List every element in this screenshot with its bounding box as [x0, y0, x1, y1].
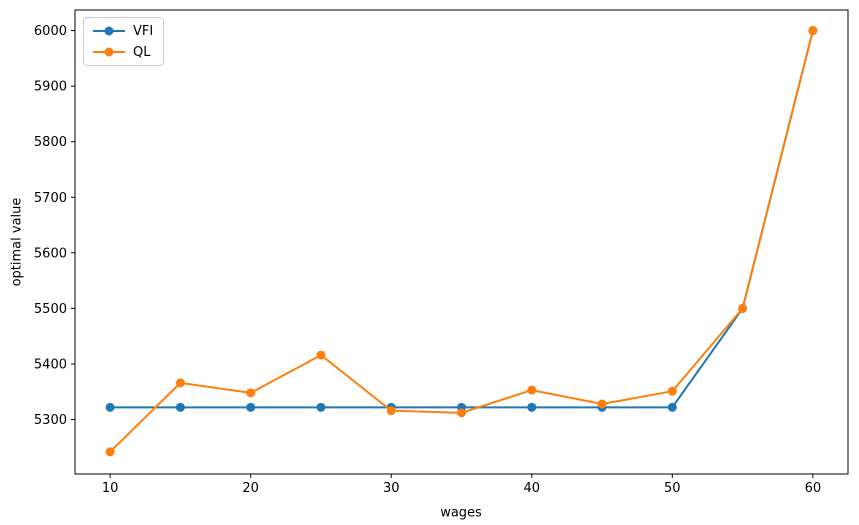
x-axis-label: wages: [440, 505, 482, 521]
y-tick-label: 5600: [34, 246, 67, 261]
x-tick-label: 60: [805, 481, 822, 496]
x-tick-label: 10: [102, 481, 119, 496]
y-tick-label: 5500: [34, 302, 67, 317]
data-point-ql: [738, 303, 748, 313]
y-tick-label: 5800: [34, 135, 67, 150]
data-point-ql: [386, 406, 396, 416]
data-point-vfi: [316, 402, 326, 412]
data-point-vfi: [175, 402, 185, 412]
legend: VFI QL: [83, 17, 165, 66]
y-tick-label: 5700: [34, 191, 67, 206]
plot-border: [74, 9, 849, 475]
y-axis-label: optimal value: [9, 197, 25, 287]
data-point-ql: [175, 378, 185, 388]
data-point-vfi: [105, 402, 115, 412]
legend-label-vfi: VFI: [133, 23, 154, 39]
data-point-ql: [808, 26, 818, 36]
legend-line-sample-vfi: [93, 26, 125, 36]
x-tick-label: 40: [523, 481, 540, 496]
y-tick-label: 5900: [34, 80, 67, 95]
x-tick-label: 20: [242, 481, 259, 496]
data-point-ql: [667, 386, 677, 396]
legend-entry-ql: QL: [92, 43, 153, 61]
data-point-vfi: [246, 402, 256, 412]
data-point-vfi: [527, 402, 537, 412]
x-tick-label: 50: [664, 481, 681, 496]
series-line-ql: [109, 29, 814, 453]
y-tick-label: 5400: [34, 357, 67, 372]
legend-entry-vfi: VFI: [92, 22, 153, 40]
data-point-ql: [246, 388, 256, 398]
data-point-ql: [105, 447, 115, 457]
legend-line-sample-ql: [93, 47, 125, 57]
data-point-ql: [527, 385, 537, 395]
data-point-ql: [457, 408, 466, 418]
y-tick-label: 5300: [34, 413, 67, 428]
data-point-vfi: [667, 402, 677, 412]
legend-label-ql: QL: [133, 44, 151, 60]
x-tick-label: 30: [383, 481, 400, 496]
data-point-ql: [316, 350, 326, 360]
y-tick-label: 6000: [34, 24, 67, 39]
data-point-ql: [597, 399, 607, 409]
